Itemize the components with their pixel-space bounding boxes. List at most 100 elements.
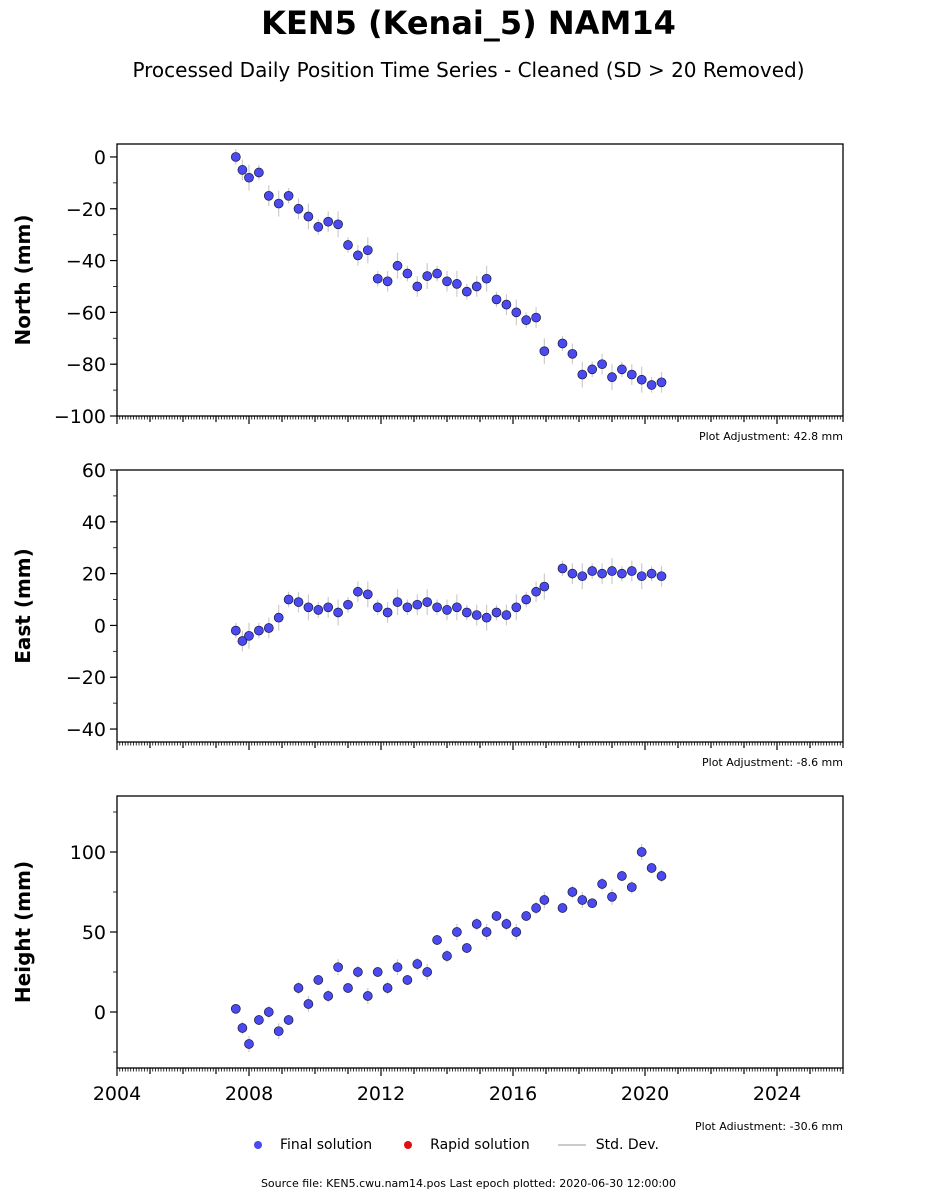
y-tick-label: 20 bbox=[82, 564, 106, 586]
data-point bbox=[244, 1039, 254, 1049]
data-point bbox=[273, 198, 284, 209]
data-point bbox=[402, 268, 413, 279]
std-dev-line-icon bbox=[557, 1144, 586, 1146]
chart-title: KEN5 (Kenai_5) NAM14 bbox=[261, 4, 676, 42]
y-axis-label: Height (mm) bbox=[11, 861, 35, 1003]
data-point bbox=[293, 203, 304, 214]
data-point bbox=[567, 887, 578, 897]
data-point bbox=[511, 307, 522, 318]
data-point bbox=[392, 597, 403, 607]
data-point bbox=[511, 927, 522, 937]
data-point bbox=[254, 1015, 264, 1025]
data-point bbox=[343, 240, 353, 250]
plot-adjustment-label: Plot Adjustment: 42.8 mm bbox=[699, 430, 843, 443]
data-point bbox=[511, 602, 522, 613]
data-point bbox=[303, 211, 314, 222]
data-point bbox=[626, 369, 637, 380]
data-point bbox=[263, 623, 274, 633]
data-point bbox=[587, 898, 598, 909]
rapid-solution-marker-icon bbox=[404, 1141, 413, 1149]
y-tick-label: −40 bbox=[66, 719, 106, 741]
data-point bbox=[273, 612, 284, 623]
data-point bbox=[422, 271, 433, 281]
data-point bbox=[283, 594, 294, 605]
data-point bbox=[461, 286, 472, 297]
data-point bbox=[432, 935, 442, 945]
plot-frame-1 bbox=[116, 469, 844, 743]
data-point bbox=[263, 190, 274, 201]
data-point bbox=[521, 911, 532, 921]
data-point bbox=[313, 222, 324, 232]
data-point bbox=[597, 359, 607, 370]
data-point bbox=[230, 152, 241, 162]
data-point bbox=[521, 594, 532, 605]
x-tick-label: 2008 bbox=[225, 1083, 273, 1105]
data-point bbox=[230, 625, 241, 636]
data-point bbox=[432, 268, 442, 279]
data-point bbox=[333, 962, 343, 973]
legend-std: Std. Dev. bbox=[557, 1137, 659, 1153]
data-point bbox=[237, 636, 248, 646]
y-tick-label: 0 bbox=[94, 615, 106, 637]
data-point bbox=[539, 346, 550, 357]
data-point bbox=[353, 967, 363, 977]
y-axis-label: North (mm) bbox=[11, 214, 35, 345]
data-point bbox=[303, 602, 314, 613]
data-point bbox=[244, 172, 254, 183]
data-point bbox=[597, 568, 607, 579]
data-point bbox=[636, 374, 647, 385]
x-tick-label: 2016 bbox=[489, 1083, 537, 1105]
data-point bbox=[481, 273, 492, 284]
data-point bbox=[333, 219, 343, 230]
data-point bbox=[607, 372, 617, 382]
data-point bbox=[323, 991, 334, 1001]
y-tick-label: −40 bbox=[66, 251, 106, 273]
data-point bbox=[362, 991, 373, 1001]
data-point bbox=[442, 605, 452, 615]
x-tick-label: 2024 bbox=[753, 1083, 801, 1105]
data-point bbox=[481, 927, 492, 937]
data-point bbox=[521, 315, 532, 326]
data-point bbox=[597, 879, 607, 889]
plot-adjustment-label: Plot Adjustment: -8.6 mm bbox=[702, 756, 843, 769]
data-point bbox=[372, 602, 383, 613]
data-point bbox=[531, 312, 541, 323]
data-point bbox=[539, 895, 550, 905]
data-point bbox=[626, 882, 637, 893]
x-tick-label: 2020 bbox=[621, 1083, 669, 1105]
data-point bbox=[230, 1003, 241, 1014]
data-point bbox=[636, 847, 647, 857]
data-point bbox=[587, 566, 598, 576]
data-point bbox=[471, 281, 482, 292]
data-point bbox=[382, 607, 393, 618]
data-point bbox=[471, 610, 482, 620]
legend-std-label: Std. Dev. bbox=[595, 1137, 659, 1153]
timeseries-chart: 0 −20 −40 −60 −80 −100 North (mm) Plot Adjustme… bbox=[11, 143, 844, 1130]
data-point bbox=[422, 967, 433, 977]
y-tick-label: 50 bbox=[82, 922, 106, 944]
data-point bbox=[481, 612, 492, 623]
data-point bbox=[422, 597, 433, 607]
data-point bbox=[567, 348, 578, 359]
data-point bbox=[461, 943, 472, 953]
data-point bbox=[617, 871, 627, 881]
y-tick-label: −100 bbox=[54, 406, 106, 428]
data-point bbox=[362, 589, 373, 600]
data-point bbox=[254, 625, 264, 636]
y-tick-label: 0 bbox=[94, 147, 106, 169]
y-tick-label: 100 bbox=[70, 842, 106, 864]
data-point bbox=[254, 167, 264, 178]
data-point bbox=[402, 602, 413, 613]
data-point bbox=[587, 364, 598, 375]
data-point bbox=[382, 276, 393, 287]
data-point bbox=[313, 975, 324, 985]
data-point bbox=[343, 983, 353, 993]
data-point bbox=[372, 967, 383, 977]
data-point bbox=[412, 599, 423, 610]
legend-final-label: Final solution bbox=[280, 1137, 373, 1153]
data-point bbox=[656, 571, 667, 582]
final-solution-marker-icon bbox=[254, 1141, 262, 1149]
data-point bbox=[491, 911, 502, 921]
data-point bbox=[323, 216, 334, 227]
source-footer: Source file: KEN5.cwu.nam14.pos Last epo… bbox=[260, 1177, 677, 1190]
